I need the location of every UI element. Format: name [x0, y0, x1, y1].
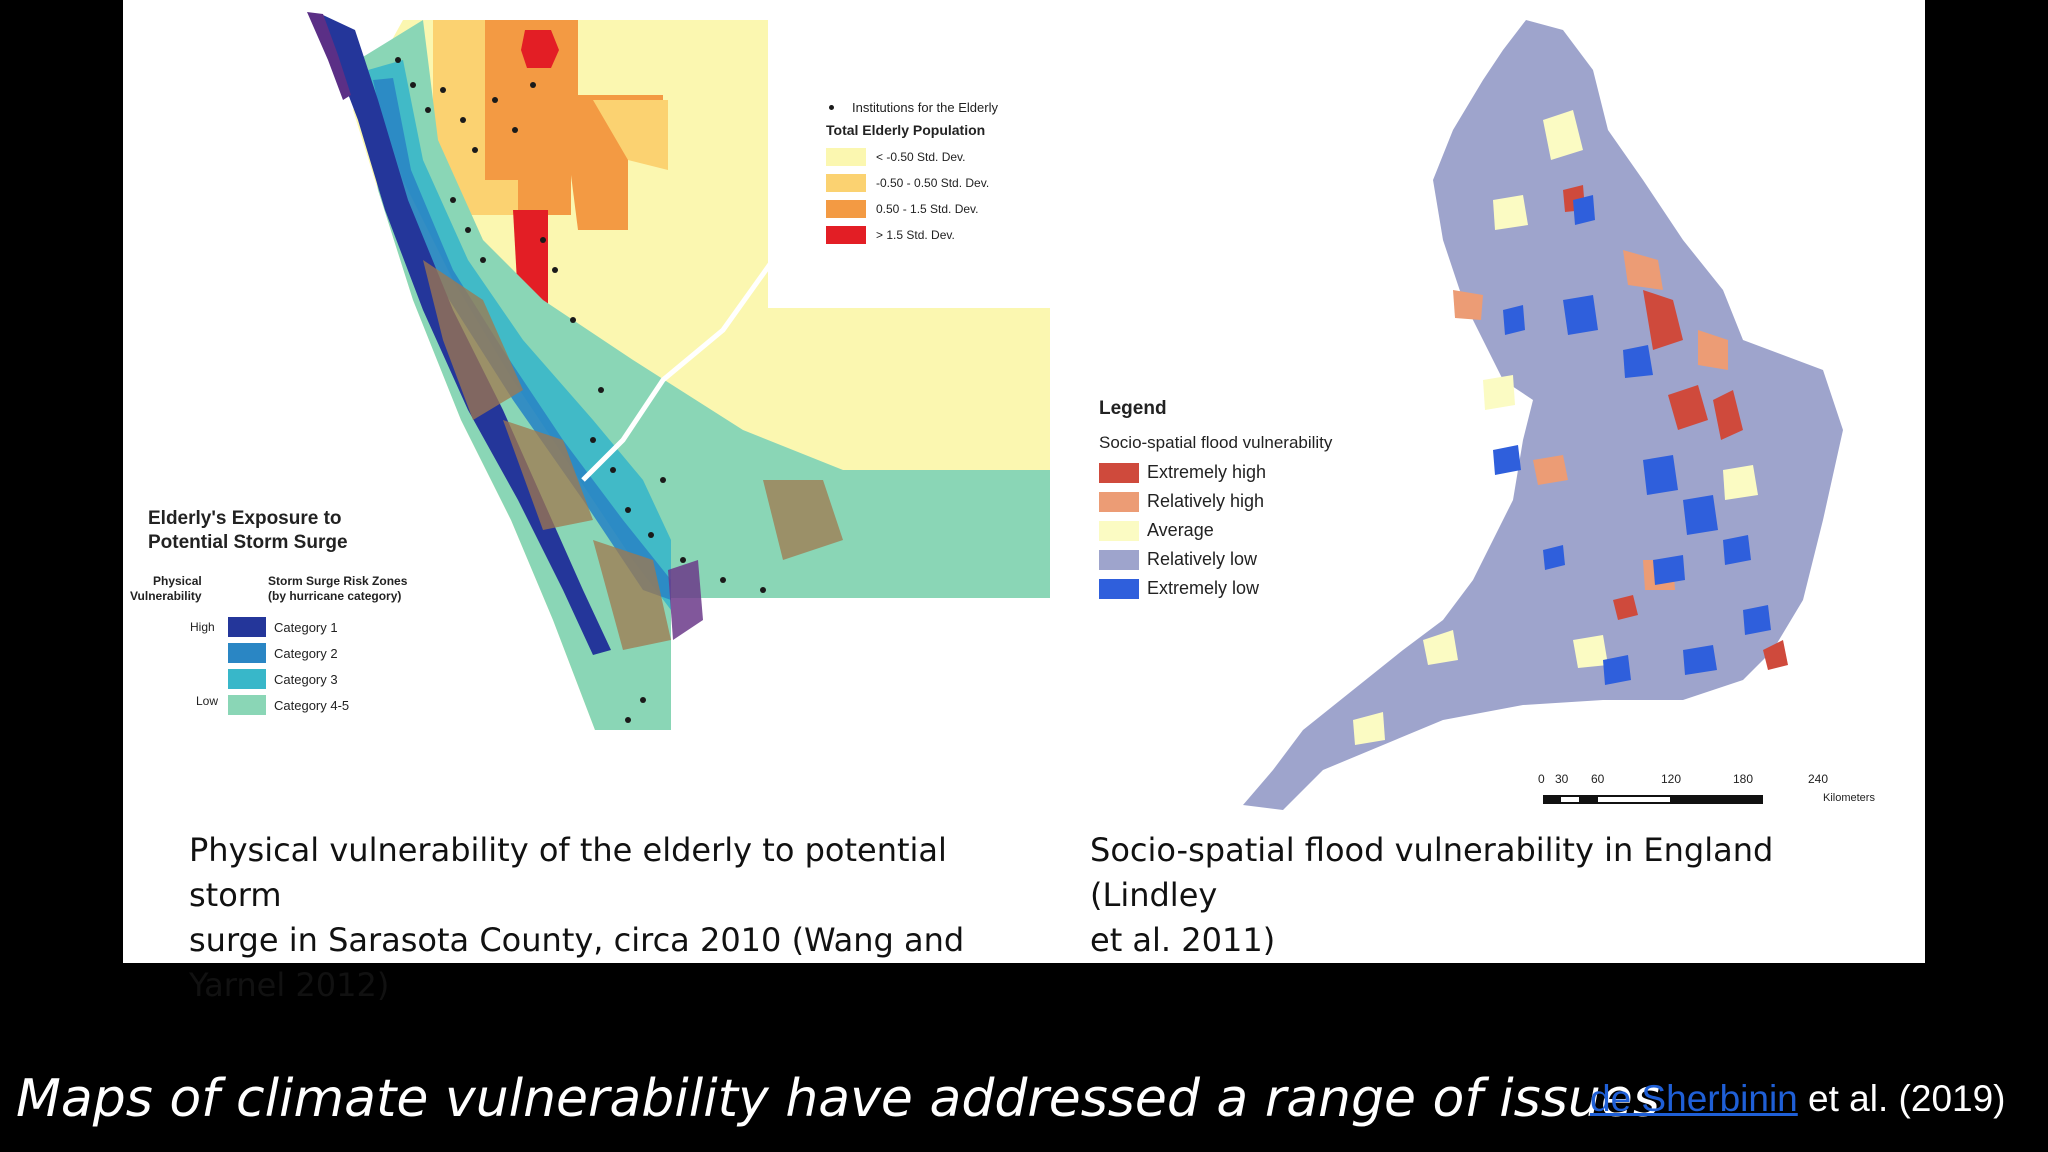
- vulnerability-header-line1: Physical: [153, 574, 202, 588]
- legend-swatch: [228, 669, 266, 689]
- population-class-high-north: [485, 20, 663, 215]
- institutions-label: Institutions for the Elderly: [852, 100, 998, 115]
- legend-label: Category 2: [274, 645, 338, 661]
- surge-legend-item: Category 2: [228, 643, 338, 663]
- legend-label: < -0.50 Std. Dev.: [876, 150, 966, 164]
- surge-legend-item: Category 4-5: [228, 695, 349, 715]
- river: [581, 148, 825, 482]
- legend-swatch: [826, 226, 866, 244]
- scale-unit-label: Kilometers: [1823, 792, 1875, 804]
- citation-text: et al. (2019): [1797, 1078, 2006, 1119]
- population-class-high-east: [571, 175, 628, 230]
- scale-tick-label: 0: [1538, 772, 1545, 786]
- population-class-mid-north: [433, 20, 518, 215]
- barrier-island: [307, 12, 351, 100]
- caption-line: Yarnel 2012): [189, 966, 390, 1004]
- population-legend-title: Total Elderly Population: [826, 122, 986, 138]
- exposure-legend-title-line2: Potential Storm Surge: [148, 532, 348, 553]
- surge-legend-item: Category 3: [228, 669, 338, 689]
- left-map-caption: Physical vulnerability of the elderly to…: [189, 828, 1049, 1008]
- vulnerability-patch: [668, 560, 703, 640]
- population-legend-item: 0.50 - 1.5 Std. Dev.: [826, 200, 979, 218]
- flood-legend-item: Average: [1099, 520, 1214, 541]
- population-legend-item: -0.50 - 0.50 Std. Dev.: [826, 174, 989, 192]
- legend-label: Relatively low: [1147, 549, 1258, 569]
- scale-tick-label: 30: [1555, 772, 1569, 786]
- legend-swatch: [1099, 462, 1139, 483]
- population-class-peak-north: [521, 30, 559, 68]
- vulnerability-patches-high: [1563, 185, 1788, 670]
- right-map-caption: Socio-spatial flood vulnerability in Eng…: [1090, 828, 1910, 963]
- legend-label: 0.50 - 1.5 Std. Dev.: [876, 202, 979, 216]
- legend-swatch: [1099, 520, 1139, 541]
- scale-tick-label: 120: [1661, 772, 1682, 786]
- sarasota-storm-surge-map: [307, 12, 1050, 730]
- vulnerability-patch: [503, 420, 593, 530]
- flood-vulnerability-legend: Legend Socio-spatial flood vulnerability…: [1099, 398, 1399, 608]
- footer-caption: Maps of climate vulnerability have addre…: [16, 1069, 1660, 1129]
- england-flood-vulnerability-map: [1243, 20, 1843, 810]
- storm-surge-exposure-legend: Elderly's Exposure to Potential Storm Su…: [128, 508, 458, 728]
- legend-swatch: [1099, 549, 1139, 570]
- legend-label: Relatively high: [1147, 491, 1265, 511]
- low-label: Low: [196, 694, 219, 708]
- flood-legend-item: Relatively low: [1099, 549, 1257, 570]
- legend-swatch: [228, 617, 266, 637]
- surge-legend-item: Category 1: [228, 617, 338, 637]
- scale-bar: [1543, 795, 1763, 804]
- elderly-population-legend: Institutions for the Elderly Total Elder…: [826, 100, 1156, 260]
- exposure-legend-title-line1: Elderly's Exposure to: [148, 508, 342, 529]
- vulnerability-header-line2: Vulnerability: [130, 589, 202, 603]
- vulnerability-patch: [763, 480, 843, 560]
- legend-label: Category 4-5: [274, 697, 350, 713]
- legend-label: -0.50 - 0.50 Std. Dev.: [876, 176, 990, 190]
- zones-header-line1: Storm Surge Risk Zones: [268, 574, 408, 588]
- legend-swatch: [1099, 578, 1139, 599]
- legend-swatch: [826, 200, 866, 218]
- population-class-mid-east: [593, 100, 668, 170]
- vulnerability-patches-extremely-low: [1493, 195, 1771, 685]
- flood-legend-item: Relatively high: [1099, 491, 1264, 512]
- legend-swatch: [228, 643, 266, 663]
- flood-legend-item: Extremely high: [1099, 462, 1266, 483]
- caption-line: Physical vulnerability of the elderly to…: [189, 831, 947, 914]
- scale-tick-label: 60: [1591, 772, 1605, 786]
- scale-tick-label: 240: [1808, 772, 1829, 786]
- legend-label: Category 1: [274, 619, 338, 635]
- legend-swatch: [826, 174, 866, 192]
- legend-swatch: [228, 695, 266, 715]
- citation-link[interactable]: de Sherbinin: [1590, 1078, 1798, 1119]
- legend-title: Legend: [1099, 398, 1167, 419]
- population-legend-item: < -0.50 Std. Dev.: [826, 148, 966, 166]
- legend-label: Extremely low: [1147, 578, 1260, 598]
- caption-line: Socio-spatial flood vulnerability in Eng…: [1090, 831, 1774, 914]
- vulnerability-patches-average: [1353, 110, 1758, 745]
- legend-swatch: [1099, 491, 1139, 512]
- vulnerability-patch: [593, 540, 671, 650]
- population-legend-item: > 1.5 Std. Dev.: [826, 226, 955, 244]
- institution-markers: [395, 57, 766, 723]
- legend-label: Category 3: [274, 671, 338, 687]
- legend-label: > 1.5 Std. Dev.: [876, 228, 955, 242]
- surge-category-4-5: [358, 20, 1050, 730]
- institution-marker-icon: [829, 105, 834, 110]
- surge-category-3: [368, 60, 671, 610]
- scale-tick-label: 180: [1733, 772, 1754, 786]
- legend-swatch: [826, 148, 866, 166]
- caption-line: et al. 2011): [1090, 921, 1276, 959]
- zones-header-line2: (by hurricane category): [268, 589, 402, 603]
- vulnerability-patch: [423, 260, 523, 420]
- citation: de Sherbinin et al. (2019): [1590, 1078, 2006, 1120]
- legend-label: Extremely high: [1147, 462, 1267, 482]
- scale-bar-labels: 0 30 60 120 180 240 Kilometers: [1523, 772, 1923, 812]
- vulnerability-patches-relatively-high: [1453, 250, 1728, 590]
- surge-category-2: [373, 78, 671, 600]
- legend-subtitle: Socio-spatial flood vulnerability: [1099, 433, 1333, 452]
- legend-label: Average: [1147, 520, 1214, 540]
- caption-line: surge in Sarasota County, circa 2010 (Wa…: [189, 921, 965, 959]
- high-label: High: [190, 620, 215, 634]
- england-outline: [1243, 20, 1843, 810]
- slide-panel: Institutions for the Elderly Total Elder…: [123, 0, 1925, 1004]
- flood-legend-item: Extremely low: [1099, 578, 1259, 599]
